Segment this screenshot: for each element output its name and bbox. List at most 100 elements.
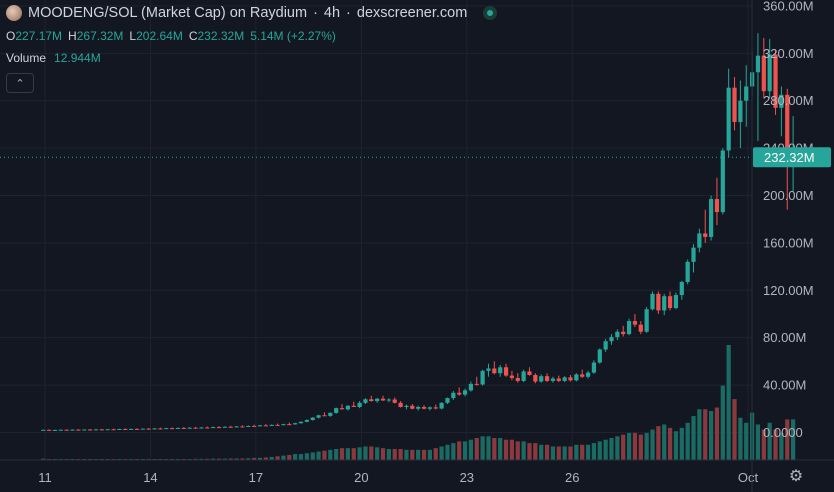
volume-bar bbox=[181, 458, 186, 460]
candle-body bbox=[117, 429, 122, 431]
volume-bar bbox=[697, 409, 702, 460]
candle-body bbox=[638, 324, 643, 332]
candle-body bbox=[328, 412, 333, 416]
volume-bar bbox=[275, 456, 280, 460]
open-value: 227.17M bbox=[15, 29, 63, 43]
candle-body bbox=[679, 281, 684, 296]
volume-bar bbox=[515, 441, 520, 460]
separator: · bbox=[313, 5, 318, 21]
candle-body bbox=[298, 421, 304, 424]
x-tick-label: 26 bbox=[565, 470, 579, 485]
candle-body bbox=[492, 368, 497, 374]
candle-body bbox=[691, 247, 696, 262]
candle-body bbox=[93, 429, 99, 431]
close-label: C bbox=[188, 29, 198, 43]
candle-body bbox=[216, 427, 222, 429]
candle-body bbox=[550, 378, 556, 381]
chart-settings-gear-icon[interactable]: ⚙ bbox=[788, 468, 804, 485]
volume-bar bbox=[703, 409, 708, 460]
volume-bar bbox=[41, 458, 46, 460]
candle-body bbox=[345, 405, 350, 410]
candle-body bbox=[351, 405, 356, 407]
x-tick-label: 14 bbox=[143, 470, 157, 485]
candle-body bbox=[228, 426, 233, 428]
candle-body bbox=[140, 428, 145, 430]
collapse-legend-button[interactable]: ⌃ bbox=[6, 73, 34, 93]
x-tick-label: 23 bbox=[460, 470, 474, 485]
volume-bar bbox=[738, 417, 743, 460]
volume-bar bbox=[281, 455, 286, 460]
candle-body bbox=[170, 428, 175, 430]
volume-value: 12.944M bbox=[54, 51, 101, 65]
volume-bar bbox=[457, 441, 462, 460]
candle-body bbox=[474, 383, 479, 385]
volume-bar bbox=[211, 458, 216, 460]
candle-body bbox=[591, 362, 597, 373]
x-tick-label: Oct bbox=[738, 470, 759, 485]
volume-bar bbox=[744, 422, 749, 460]
candle-body bbox=[375, 398, 380, 402]
candle-body bbox=[82, 429, 87, 431]
candle-body bbox=[246, 425, 251, 427]
candle-body bbox=[52, 429, 58, 431]
candle-body bbox=[697, 233, 702, 248]
candle-body bbox=[175, 427, 181, 429]
y-tick-label: 120.00M bbox=[763, 283, 814, 298]
token-avatar-icon bbox=[6, 5, 22, 21]
volume-bar bbox=[591, 443, 597, 460]
candle-body bbox=[503, 367, 509, 376]
volume-bar bbox=[720, 385, 725, 460]
candle-body bbox=[134, 428, 140, 430]
volume-bar bbox=[644, 432, 649, 460]
candle-body bbox=[785, 94, 790, 164]
candle-body bbox=[468, 383, 474, 391]
candle-body bbox=[322, 415, 327, 417]
candle-body bbox=[152, 428, 157, 430]
x-tick-label: 17 bbox=[249, 470, 263, 485]
candle-body bbox=[404, 405, 409, 407]
volume-label: Volume bbox=[6, 51, 47, 65]
volume-bar bbox=[451, 443, 456, 460]
candle-body bbox=[222, 426, 227, 428]
volume-bar bbox=[726, 345, 731, 460]
volume-bar bbox=[228, 458, 233, 460]
candle-body bbox=[205, 427, 210, 429]
source-label: dexscreener.com bbox=[356, 5, 468, 21]
candle-body bbox=[673, 295, 679, 309]
candle-body bbox=[480, 370, 485, 385]
candle-body bbox=[632, 321, 638, 325]
candle-body bbox=[164, 428, 169, 430]
candle-body bbox=[761, 55, 766, 92]
candle-body bbox=[585, 372, 591, 377]
volume-bar bbox=[404, 449, 409, 460]
candle-body bbox=[609, 337, 614, 342]
volume-bar bbox=[509, 439, 515, 460]
candle-body bbox=[275, 424, 280, 426]
volume-bar bbox=[322, 450, 327, 460]
grid bbox=[0, 0, 752, 460]
volume-bar bbox=[421, 449, 427, 460]
candle-body bbox=[644, 309, 649, 332]
volume-bar bbox=[621, 434, 626, 460]
volume-bar bbox=[445, 444, 450, 460]
candle-body bbox=[46, 429, 52, 431]
volume-bar bbox=[375, 447, 380, 460]
volume-bar bbox=[416, 449, 421, 460]
candle-body bbox=[287, 424, 292, 426]
volume-bar bbox=[170, 458, 175, 460]
volume-bar bbox=[650, 429, 655, 460]
volume-bar bbox=[521, 441, 526, 460]
high-label: H bbox=[68, 29, 77, 43]
candle-body bbox=[703, 233, 708, 237]
volume-bar bbox=[246, 458, 251, 460]
candle-body bbox=[316, 415, 321, 418]
candle-body bbox=[433, 407, 438, 409]
volume-bar bbox=[714, 407, 720, 460]
candle-body bbox=[527, 371, 532, 375]
volume-bar bbox=[773, 429, 778, 460]
high-value: 267.32M bbox=[76, 29, 124, 43]
candle-body bbox=[199, 427, 204, 429]
candle-body bbox=[685, 261, 690, 282]
